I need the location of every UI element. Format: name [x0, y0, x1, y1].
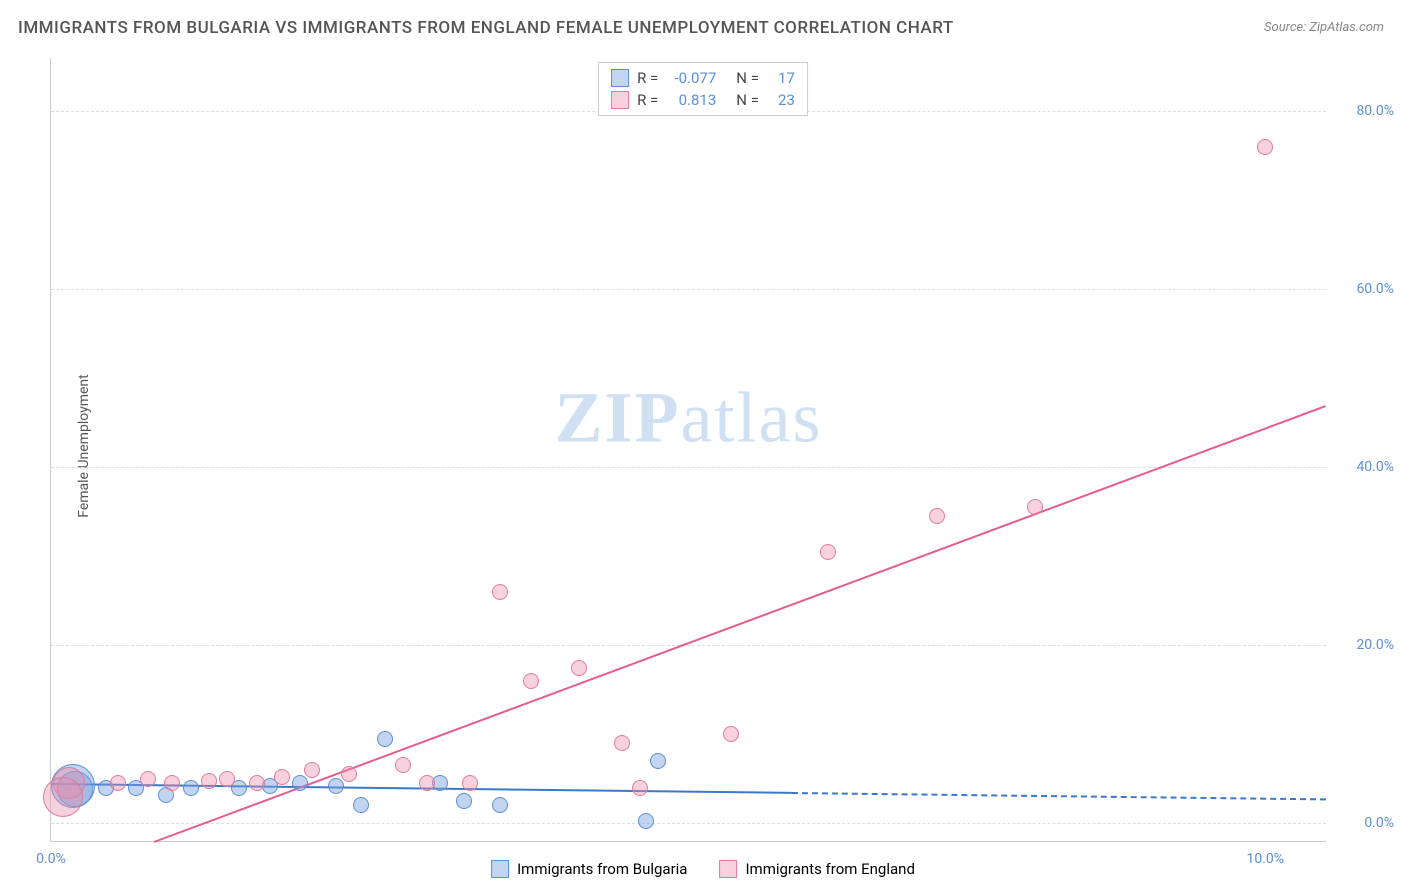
- legend-swatch: [611, 91, 629, 109]
- data-point: [43, 777, 83, 817]
- data-point: [304, 762, 320, 778]
- data-point: [219, 771, 235, 787]
- series-legend-label: Immigrants from Bulgaria: [517, 860, 687, 878]
- data-point: [492, 797, 508, 813]
- data-point: [1257, 139, 1273, 155]
- series-legend-item: Immigrants from England: [719, 860, 914, 878]
- data-point: [638, 813, 654, 829]
- data-point: [523, 673, 539, 689]
- data-point: [140, 771, 156, 787]
- correlation-legend: R = -0.077 N = 17 R = 0.813 N = 23: [598, 62, 808, 116]
- trend-line-extrapolated: [792, 792, 1326, 800]
- watermark-text: ZIPatlas: [555, 377, 823, 460]
- legend-r-value: 0.813: [666, 91, 716, 109]
- data-point: [571, 660, 587, 676]
- correlation-legend-row: R = -0.077 N = 17: [611, 67, 795, 89]
- gridline: [51, 645, 1326, 646]
- legend-n-value: 17: [767, 69, 795, 87]
- data-point: [249, 775, 265, 791]
- y-tick-label: 0.0%: [1334, 815, 1394, 831]
- data-point: [650, 753, 666, 769]
- source-attribution: Source: ZipAtlas.com: [1264, 20, 1384, 35]
- y-tick-label: 60.0%: [1334, 281, 1394, 297]
- data-point: [274, 769, 290, 785]
- legend-n-label: N =: [736, 91, 759, 109]
- watermark-rest: atlas: [681, 378, 823, 458]
- y-tick-label: 80.0%: [1334, 103, 1394, 119]
- data-point: [492, 584, 508, 600]
- data-point: [353, 797, 369, 813]
- gridline: [51, 467, 1326, 468]
- x-tick-label: 10.0%: [1247, 851, 1285, 867]
- legend-r-label: R =: [637, 91, 658, 109]
- data-point: [820, 544, 836, 560]
- chart-title: IMMIGRANTS FROM BULGARIA VS IMMIGRANTS F…: [18, 18, 954, 38]
- data-point: [328, 778, 344, 794]
- data-point: [341, 766, 357, 782]
- x-tick-label: 0.0%: [36, 851, 66, 867]
- series-legend-label: Immigrants from England: [745, 860, 914, 878]
- legend-swatch: [491, 860, 509, 878]
- correlation-legend-row: R = 0.813 N = 23: [611, 89, 795, 111]
- data-point: [632, 780, 648, 796]
- data-point: [456, 793, 472, 809]
- legend-n-label: N =: [736, 69, 759, 87]
- series-legend: Immigrants from Bulgaria Immigrants from …: [491, 860, 915, 878]
- data-point: [183, 780, 199, 796]
- legend-n-value: 23: [767, 91, 795, 109]
- data-point: [614, 735, 630, 751]
- series-legend-item: Immigrants from Bulgaria: [491, 860, 687, 878]
- trend-line: [154, 405, 1326, 843]
- data-point: [395, 757, 411, 773]
- data-point: [419, 775, 435, 791]
- data-point: [164, 775, 180, 791]
- data-point: [1027, 499, 1043, 515]
- legend-swatch: [719, 860, 737, 878]
- data-point: [110, 775, 126, 791]
- data-point: [929, 508, 945, 524]
- gridline: [51, 289, 1326, 290]
- y-tick-label: 20.0%: [1334, 637, 1394, 653]
- data-point: [201, 773, 217, 789]
- data-point: [377, 731, 393, 747]
- plot-area: ZIPatlas 0.0%20.0%40.0%60.0%80.0%0.0%10.…: [50, 58, 1326, 842]
- data-point: [723, 726, 739, 742]
- watermark-bold: ZIP: [555, 378, 681, 458]
- legend-r-value: -0.077: [666, 69, 716, 87]
- y-tick-label: 40.0%: [1334, 459, 1394, 475]
- data-point: [462, 775, 478, 791]
- legend-swatch: [611, 69, 629, 87]
- gridline: [51, 823, 1326, 824]
- data-point: [292, 775, 308, 791]
- legend-r-label: R =: [637, 69, 658, 87]
